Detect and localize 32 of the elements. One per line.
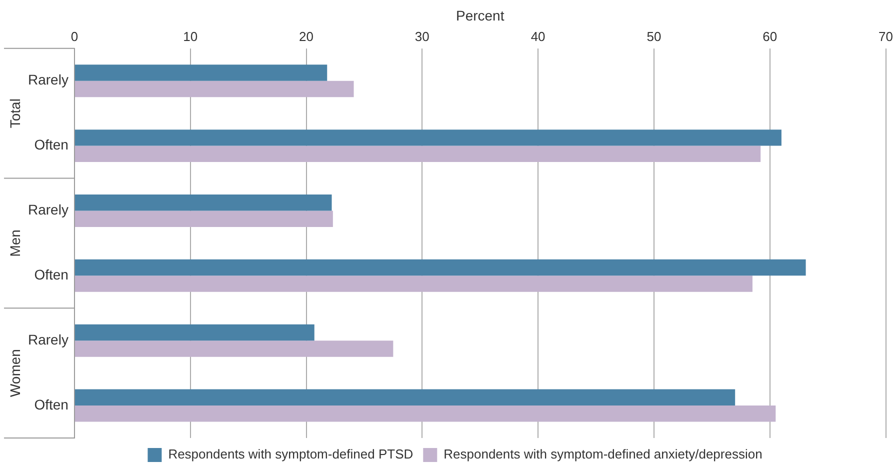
- x-tick-label: 70: [878, 29, 894, 44]
- x-tick-label: 0: [70, 29, 78, 44]
- x-tick-label: 60: [762, 29, 778, 44]
- x-tick-label: 30: [414, 29, 430, 44]
- bar: [74, 324, 314, 341]
- x-tick-label: 40: [530, 29, 546, 44]
- x-tick-label: 20: [299, 29, 314, 44]
- y-tick-label: Rarely: [28, 202, 68, 218]
- bar: [74, 259, 806, 276]
- y-tick-label: Often: [34, 136, 68, 153]
- legend-label: Respondents with symptom-defined PTSD: [168, 446, 414, 462]
- bar: [74, 389, 736, 406]
- bar: [74, 130, 782, 146]
- text: Total: [6, 98, 23, 128]
- y-tick-label: Rarely: [28, 331, 68, 348]
- y-tick-label: Often: [34, 266, 68, 283]
- bar: [74, 276, 752, 292]
- legend-label: Respondents with symptom-defined anxiety/depression: [444, 446, 762, 462]
- x-tick-label: 50: [646, 29, 662, 44]
- bar: [74, 210, 333, 227]
- y-tick-label: Often: [34, 396, 68, 412]
- y-tick-label: Rarely: [28, 72, 68, 88]
- bar: [74, 406, 776, 422]
- bar: [74, 146, 761, 162]
- x-axis-title: Percent: [456, 7, 504, 24]
- bar: [74, 64, 328, 81]
- bar: [74, 340, 394, 357]
- bar: [74, 194, 332, 211]
- text: Women: [6, 349, 23, 398]
- text: Men: [6, 230, 23, 257]
- bar: [74, 80, 354, 98]
- x-tick-label: 10: [183, 29, 198, 44]
